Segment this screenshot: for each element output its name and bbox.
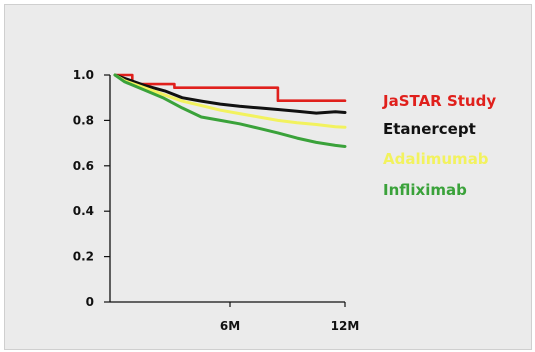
series-line-adalimumab [113, 73, 347, 129]
axes [109, 75, 345, 303]
y-tick-label: 0.4 [73, 204, 94, 218]
y-tick-label: 0 [86, 295, 94, 309]
legend-label-etanercept: Etanercept [383, 120, 476, 138]
y-tick-label: 0.6 [73, 159, 94, 173]
y-tick-label: 0.2 [73, 250, 94, 264]
legend-label-adalimumab: Adalimumab [383, 150, 489, 168]
x-tick-label: 6M [220, 319, 240, 333]
chart-panel [4, 4, 532, 350]
series-line-infliximab [113, 73, 347, 148]
x-ticks: 6M 12M [220, 302, 359, 333]
legend-label-jastar-study: JaSTAR Study [382, 92, 496, 110]
y-ticks: 1.0 0.8 0.6 0.4 0.2 0 [73, 68, 110, 309]
y-tick-label: 1.0 [73, 68, 94, 82]
x-tick-label: 12M [331, 319, 360, 333]
legend-label-infliximab: Infliximab [383, 181, 467, 199]
y-tick-label: 0.8 [73, 113, 94, 127]
series-line-etanercept [113, 73, 347, 115]
series-line-jastar-study [113, 73, 347, 102]
series-lines [113, 73, 347, 148]
legend: JaSTAR Study Etanercept Adalimumab Inflixim… [382, 92, 496, 199]
